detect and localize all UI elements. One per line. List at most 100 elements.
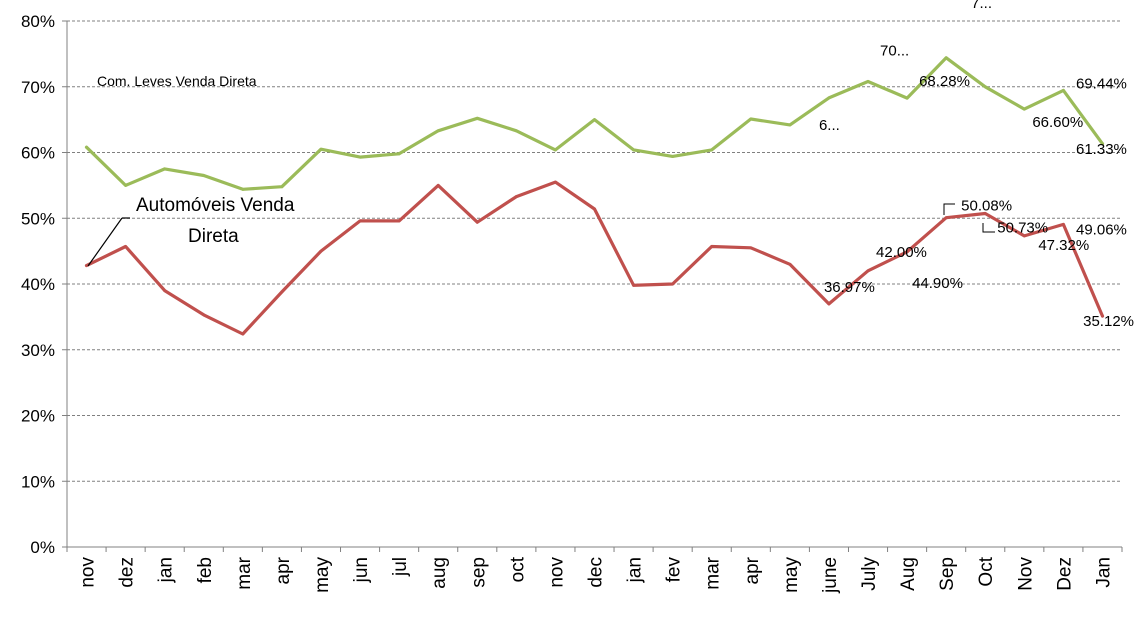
- x-tick-label: mar: [234, 556, 255, 589]
- data-point: [788, 262, 792, 266]
- data-point: [788, 123, 792, 127]
- gridlines: [67, 20, 1122, 482]
- x-tick-label: Sep: [937, 557, 958, 591]
- y-tick-label: 40%: [21, 275, 55, 294]
- y-tick-label: 20%: [21, 407, 55, 426]
- series-label-com-leves: Com. Leves Venda Direta: [97, 73, 257, 89]
- data-point: [1101, 314, 1104, 318]
- data-point: [241, 332, 245, 336]
- data-point: [163, 167, 167, 171]
- data-label: 42.00%: [876, 244, 927, 261]
- y-tick-label: 80%: [21, 12, 55, 31]
- x-tick-label: Oct: [976, 556, 997, 586]
- data-point: [827, 302, 831, 306]
- data-point: [593, 118, 596, 122]
- data-label: 7...: [971, 0, 992, 12]
- data-point: [319, 147, 323, 151]
- x-tick-label: sep: [468, 557, 489, 588]
- data-label: 50.08%: [961, 198, 1012, 215]
- x-tick-label: aug: [429, 557, 450, 589]
- data-point: [358, 155, 362, 159]
- data-point: [749, 117, 753, 121]
- data-point: [1101, 142, 1104, 146]
- axes: [62, 20, 1123, 552]
- x-tick-label: Nov: [1015, 557, 1036, 591]
- data-point: [358, 219, 362, 223]
- x-tick-label: jan: [625, 557, 646, 583]
- y-tick-label: 70%: [21, 78, 55, 97]
- data-labels: 6... 70... 68.28% 7... 66.60% 69.44% 61.33% 36.…: [819, 0, 1134, 330]
- data-point: [280, 185, 284, 189]
- data-label: 6...: [819, 117, 840, 134]
- data-label: 50.73%: [997, 219, 1048, 236]
- data-point: [632, 148, 635, 152]
- data-point: [593, 207, 596, 211]
- x-tick-label: mar: [703, 556, 724, 589]
- data-label: 44.90%: [912, 275, 963, 292]
- data-point: [436, 183, 440, 187]
- data-point: [124, 183, 128, 187]
- data-label-leader: [982, 223, 995, 233]
- data-point: [944, 216, 948, 220]
- data-point: [671, 282, 675, 286]
- y-tick-label: 30%: [21, 341, 55, 360]
- data-point: [827, 96, 831, 100]
- data-point: [944, 56, 948, 60]
- x-tick-label: may: [781, 557, 802, 593]
- data-point: [397, 152, 401, 156]
- series-label-automoveis-1: Automóveis Venda: [136, 195, 295, 216]
- data-point: [1061, 89, 1065, 92]
- data-label: 35.12%: [1083, 313, 1134, 330]
- x-tick-label: nov: [78, 557, 99, 588]
- data-point: [905, 250, 909, 254]
- x-tick-label: june: [820, 557, 841, 594]
- data-point: [514, 129, 518, 133]
- data-point: [475, 116, 479, 120]
- data-point: [241, 187, 245, 191]
- data-label-leader: [943, 203, 955, 215]
- data-point: [85, 264, 88, 267]
- data-point: [397, 219, 401, 223]
- x-tick-label: Jan: [1093, 557, 1114, 588]
- data-point: [202, 313, 206, 317]
- x-tick-label: jul: [390, 557, 411, 577]
- data-point: [710, 245, 714, 248]
- y-axis-ticks: 0% 10% 20% 30% 40% 50% 60% 70% 80%: [21, 12, 55, 557]
- data-point: [905, 96, 909, 100]
- data-point: [671, 155, 675, 158]
- x-tick-label: apr: [273, 556, 294, 584]
- x-tick-label: apr: [742, 556, 763, 584]
- x-tick-label: feb: [195, 557, 216, 583]
- data-label: 69.44%: [1076, 75, 1127, 92]
- data-point: [1061, 223, 1065, 226]
- x-tick-label: dec: [586, 557, 607, 588]
- series-label-automoveis-2: Direta: [188, 226, 239, 247]
- series-lines: [84, 56, 1105, 336]
- y-tick-label: 10%: [21, 472, 55, 491]
- x-tick-label: jun: [351, 557, 372, 583]
- x-tick-label: nov: [546, 557, 567, 588]
- data-point: [85, 145, 88, 149]
- data-point: [554, 180, 557, 184]
- y-tick-label: 0%: [30, 538, 55, 557]
- data-point: [514, 195, 518, 198]
- data-label: 66.60%: [1032, 114, 1083, 131]
- data-point: [866, 80, 870, 83]
- data-point: [475, 220, 479, 224]
- data-label: 49.06%: [1076, 221, 1127, 238]
- data-point: [1022, 107, 1026, 111]
- data-point: [983, 85, 987, 89]
- data-point: [983, 212, 987, 215]
- data-point: [1022, 234, 1026, 238]
- data-point: [319, 249, 323, 253]
- x-tick-label: Aug: [898, 557, 919, 591]
- x-tick-label: oct: [507, 556, 528, 582]
- series-label-leader: [87, 217, 123, 267]
- data-point: [163, 289, 167, 292]
- data-point: [554, 148, 557, 152]
- data-point: [124, 245, 128, 248]
- data-point: [632, 283, 635, 287]
- y-tick-label: 60%: [21, 144, 55, 163]
- data-point: [866, 269, 870, 273]
